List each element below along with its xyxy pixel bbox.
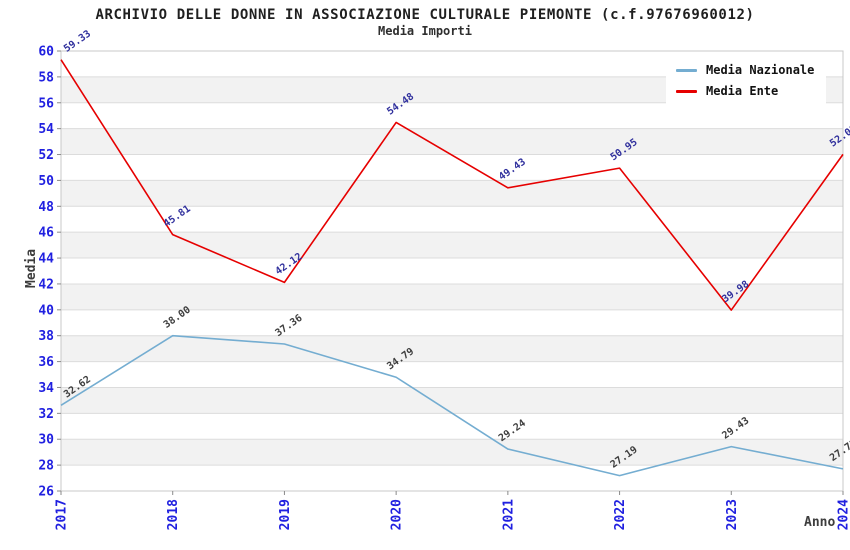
x-tick-label: 2021	[501, 499, 516, 530]
y-tick-label: 36	[38, 355, 54, 370]
data-point-label: 45.81	[162, 203, 193, 229]
y-gridlines	[61, 50, 843, 492]
y-tick-label: 34	[38, 381, 54, 396]
series-line-media-ente	[60, 59, 844, 311]
axis-tick-marks	[57, 50, 844, 495]
chart-subtitle: Media Importi	[378, 24, 472, 38]
chart-title: ARCHIVIO DELLE DONNE IN ASSOCIAZIONE CUL…	[95, 7, 755, 23]
x-tick-label: 2023	[725, 499, 740, 530]
y-tick-label: 54	[38, 122, 54, 137]
y-tick-label: 58	[38, 70, 54, 85]
legend-line-swatch	[676, 68, 697, 72]
x-tick-label: 2024	[837, 499, 850, 530]
series-line-media-nazionale	[60, 334, 844, 477]
y-tick-label: 60	[38, 45, 54, 60]
y-tick-label: 28	[38, 459, 54, 474]
y-tick-label: 32	[38, 407, 54, 422]
x-tick-label: 2022	[613, 499, 628, 530]
legend-item-media-nazionale: Media Nazionale	[676, 63, 814, 77]
legend-label: Media Nazionale	[706, 63, 815, 77]
legend-item-media-ente: Media Ente	[676, 84, 814, 98]
y-axis-label: Media	[24, 248, 39, 288]
y-tick-label: 50	[38, 174, 54, 189]
y-tick-label: 38	[38, 329, 54, 344]
y-tick-label: 40	[38, 303, 54, 318]
y-tick-label: 48	[38, 200, 54, 215]
legend-line-swatch	[676, 89, 697, 93]
x-tick-label: 2019	[278, 499, 293, 530]
x-tick-label: 2018	[166, 499, 181, 530]
y-tick-label: 52	[38, 148, 54, 163]
y-tick-label: 46	[38, 226, 54, 241]
legend-label: Media Ente	[706, 84, 779, 98]
x-tick-label: 2017	[55, 499, 70, 530]
x-tick-labels: 2017 2018 2019 2020 2021 2022 2023 2024	[55, 499, 850, 530]
y-tick-label: 30	[38, 433, 54, 448]
data-point-label: 29.43	[720, 415, 751, 441]
x-axis-label: Anno	[804, 515, 836, 530]
y-tick-label: 44	[38, 252, 54, 267]
x-tick-label: 2020	[390, 499, 405, 530]
data-point-label: 37.36	[274, 313, 305, 339]
y-tick-label: 42	[38, 277, 54, 292]
plot-border	[60, 50, 844, 492]
y-tick-label: 56	[38, 96, 54, 111]
y-tick-labels: 26 28 30 32 34 36 38 40 42 44 46 48 50 52 54 56 58 60	[38, 45, 54, 500]
legend: Media Nazionale Media Ente	[666, 56, 827, 107]
plot-bands	[61, 76, 843, 466]
data-point-label: 49.43	[497, 157, 528, 183]
y-tick-label: 26	[38, 485, 54, 500]
